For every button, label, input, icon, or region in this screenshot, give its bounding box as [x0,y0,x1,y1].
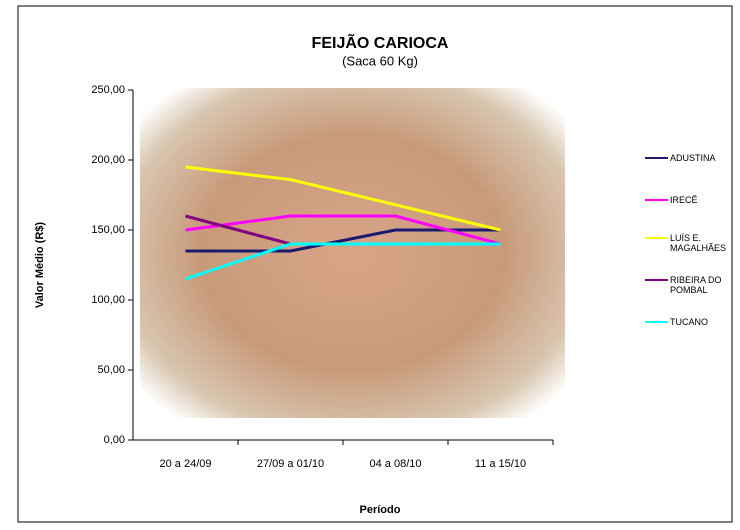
y-tick-label: 150,00 [91,224,125,236]
data-line [185,214,501,246]
data-line [185,165,501,232]
y-axis-title: Valor Médio (R$) [34,222,46,309]
y-tick-label: 250,00 [91,84,125,96]
x-tick-label: 04 a 08/10 [370,458,422,470]
legend-label: RIBEIRA DO POMBAL [670,275,722,295]
legend-label: IRECÊ [670,195,698,205]
legend-label: LUÍS E. MAGALHÃES [670,233,727,253]
legend-label: TUCANO [670,317,708,327]
x-tick-label: 27/09 a 01/10 [257,458,324,470]
chart-title: FEIJÃO CARIOCA [312,32,449,52]
chart-subtitle: (Saca 60 Kg) [342,53,418,68]
x-tick-label: 11 a 15/10 [475,458,526,470]
background-image [140,88,565,418]
data-line [185,242,501,281]
legend-label: ADUSTINA [670,153,716,163]
x-axis-title: Período [360,504,401,516]
y-tick-label: 200,00 [91,154,125,166]
x-tick-label: 20 a 24/09 [160,458,212,470]
y-tick-label: 0,00 [104,434,125,446]
y-tick-label: 50,00 [97,364,125,376]
y-tick-label: 100,00 [91,294,125,306]
